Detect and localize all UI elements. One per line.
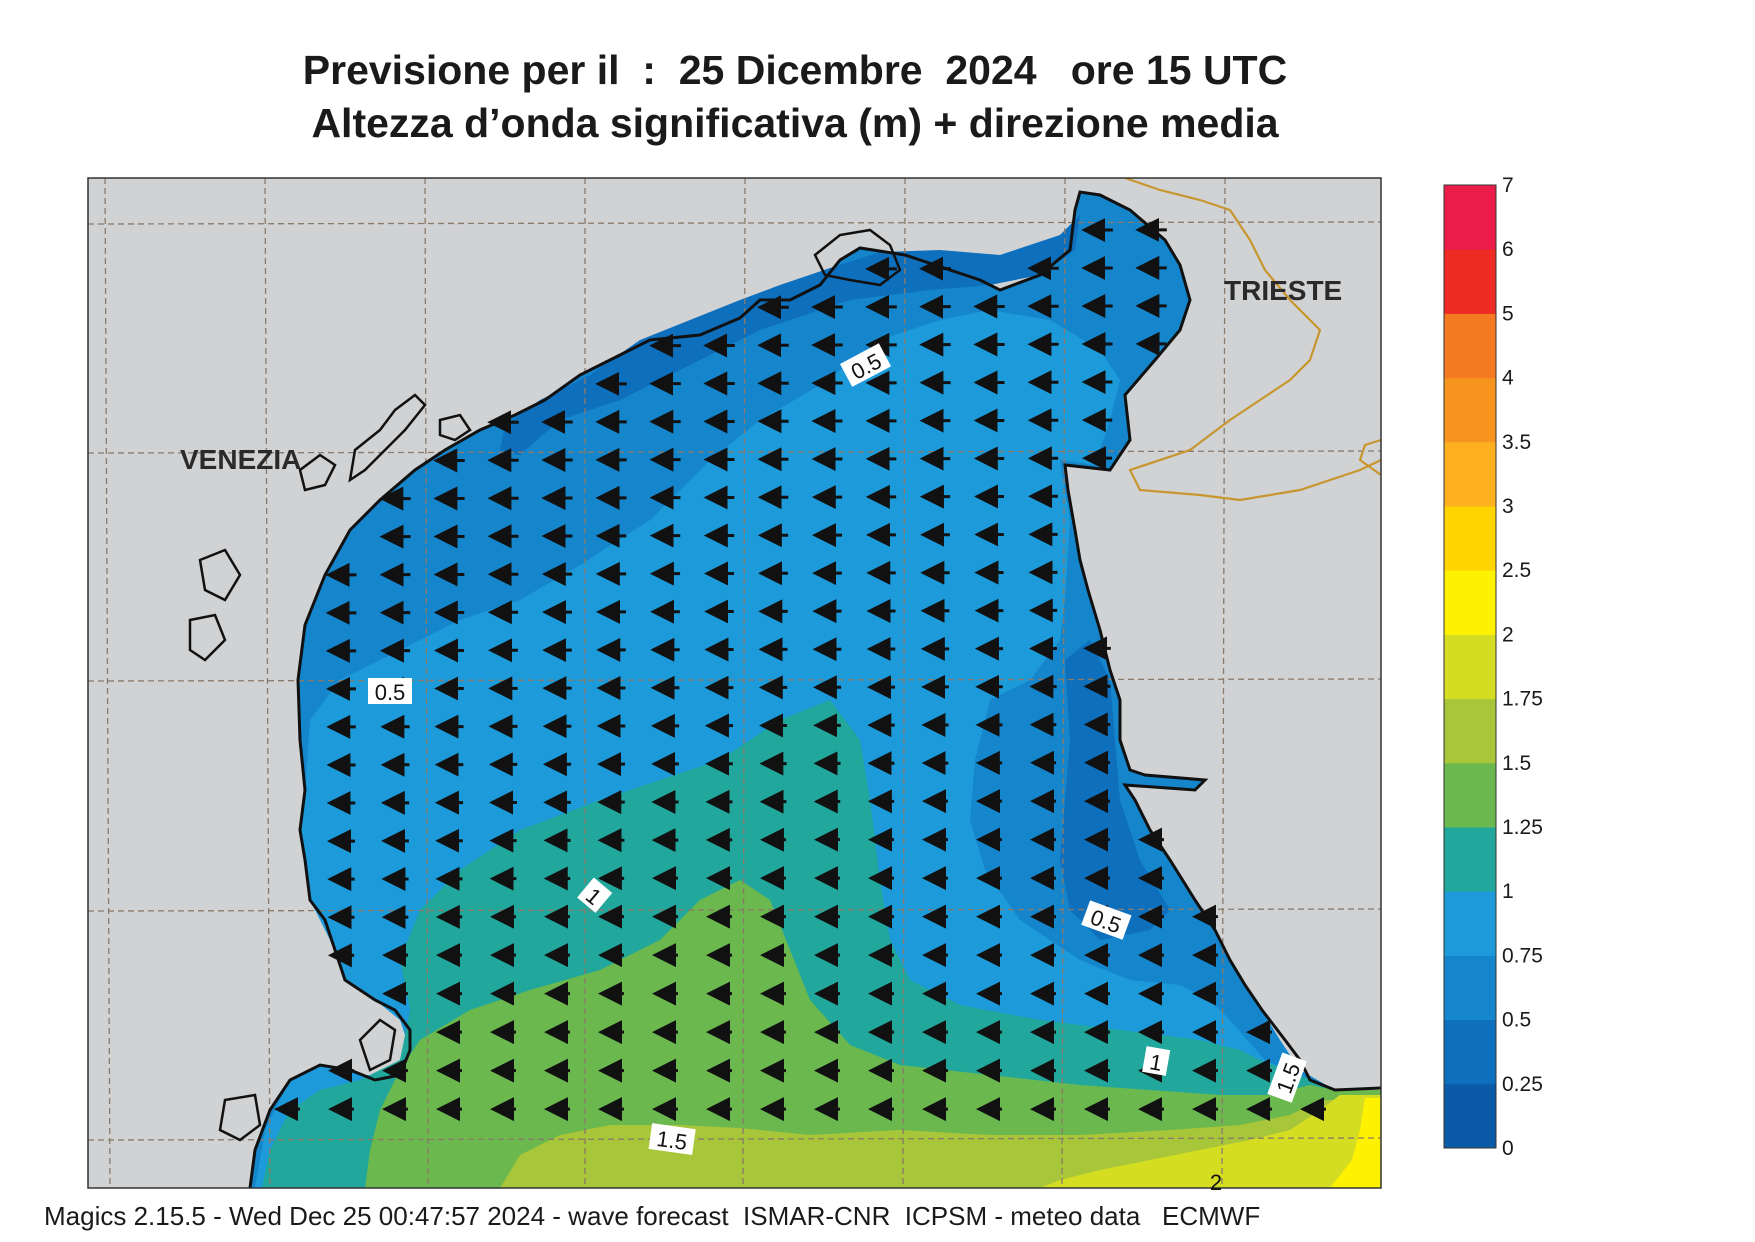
title-line-2: Altezza d’onda significativa (m) + direz… bbox=[311, 100, 1279, 146]
colorbar-swatch bbox=[1444, 506, 1496, 571]
colorbar-tick-label: 0.75 bbox=[1502, 944, 1543, 967]
colorbar-swatch bbox=[1444, 1019, 1496, 1085]
colorbar-tick-label: 0.5 bbox=[1502, 1009, 1531, 1032]
colorbar-swatch bbox=[1444, 570, 1496, 635]
contour-label: 1.5 bbox=[648, 1123, 696, 1155]
svg-text:0.5: 0.5 bbox=[375, 680, 406, 705]
city-venezia: VENEZIA bbox=[180, 444, 301, 475]
colorbar-swatch bbox=[1444, 698, 1496, 764]
national-border bbox=[1124, 178, 1381, 502]
colorbar-tick-label: 0.25 bbox=[1502, 1073, 1543, 1096]
colorbar-tick-label: 1.75 bbox=[1502, 688, 1543, 711]
city-trieste: TRIESTE bbox=[1224, 275, 1342, 306]
colorbar-swatch bbox=[1444, 891, 1496, 956]
footer-credits: Magics 2.15.5 - Wed Dec 25 00:47:57 2024… bbox=[44, 1201, 1261, 1231]
band-1-75 bbox=[1040, 1095, 1381, 1188]
colorbar-frame bbox=[1443, 184, 1497, 1149]
direction-arrows bbox=[274, 217, 1326, 1122]
colorbar-swatch bbox=[1444, 955, 1496, 1021]
map-frame bbox=[87, 177, 1382, 1189]
colorbar-tick-label: 0 bbox=[1502, 1137, 1514, 1160]
colorbar-tick-label: 3 bbox=[1502, 495, 1514, 518]
colorbar-swatch bbox=[1444, 762, 1496, 828]
title-line-1: Previsione per il : 25 Dicembre 2024 ore… bbox=[302, 47, 1288, 93]
lagoon-outlines bbox=[188, 228, 902, 1142]
svg-text:1.5: 1.5 bbox=[655, 1126, 689, 1155]
colorbar-swatch bbox=[1444, 377, 1496, 443]
colorbar-swatch bbox=[1444, 313, 1496, 379]
colorbar-swatch bbox=[1444, 249, 1496, 314]
colorbar-tick-label: 7 bbox=[1502, 174, 1514, 197]
colorbar-tick-label: 1.25 bbox=[1502, 816, 1543, 839]
national-border-2 bbox=[1358, 438, 1381, 476]
colorbar-swatch bbox=[1444, 441, 1496, 507]
coastline bbox=[248, 190, 1381, 1188]
colorbar-tick-label: 1 bbox=[1502, 880, 1514, 903]
colorbar-swatch bbox=[1444, 185, 1496, 250]
lat-lon-grid bbox=[88, 178, 1381, 1188]
colorbar-tick-label: 2.5 bbox=[1502, 559, 1531, 582]
colorbar-swatch bbox=[1444, 827, 1496, 892]
colorbar-swatch bbox=[1444, 634, 1496, 700]
colorbar: 0 0.25 0.5 0.75 1 1.25 1.5 1.75 2 2.5 3 3.5 4 5 6 7 bbox=[1443, 174, 1543, 1160]
colorbar-tick-label: 6 bbox=[1502, 238, 1514, 261]
contour-label: 0.5 bbox=[368, 678, 412, 705]
svg-text:1: 1 bbox=[1148, 1049, 1164, 1076]
colorbar-swatch bbox=[1444, 1083, 1496, 1149]
colorbar-tick-label: 2 bbox=[1502, 623, 1514, 646]
colorbar-tick-label: 5 bbox=[1502, 302, 1514, 325]
contour-label: 1 bbox=[1142, 1046, 1171, 1076]
colorbar-tick-label: 3.5 bbox=[1502, 431, 1531, 454]
colorbar-tick-label: 4 bbox=[1502, 367, 1514, 390]
svg-text:2: 2 bbox=[1210, 1170, 1222, 1195]
colorbar-tick-label: 1.5 bbox=[1502, 752, 1531, 775]
contour-label: 2 bbox=[1210, 1170, 1222, 1195]
band-2 bbox=[1330, 1098, 1381, 1188]
